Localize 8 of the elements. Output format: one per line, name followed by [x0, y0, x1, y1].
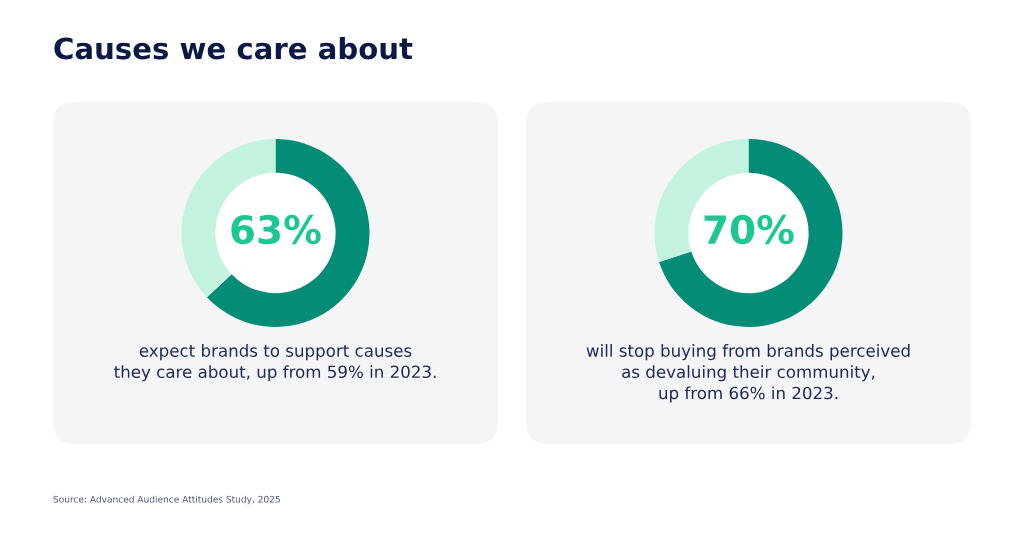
donut-slice	[206, 139, 370, 327]
text: expect brands to support causes they care about, up from 59% in 2023.	[114, 344, 436, 382]
chart-title: Causes we care about	[54, 36, 413, 60]
text: will stop buying from brands perceived as devaluing their community, up from 66% in 2023.	[586, 344, 910, 403]
donut-slice	[659, 139, 843, 327]
source-note: Source: Advanced Audience Attitudes Study, 2025	[53, 495, 280, 505]
data-label: 63%	[231, 214, 321, 245]
data-label: 70%	[704, 214, 794, 245]
